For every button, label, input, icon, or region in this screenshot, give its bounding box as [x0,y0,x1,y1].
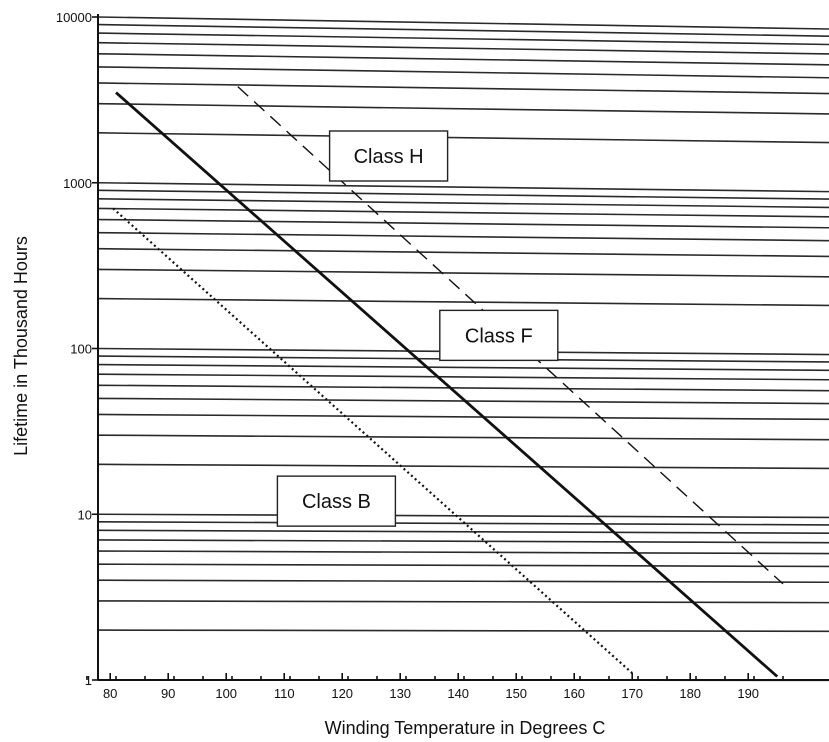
grid-line [97,132,829,144]
x-tick-label: 120 [331,686,353,701]
grid-line [97,434,829,441]
grid-line [97,82,829,95]
grid-line [97,384,829,392]
grid-line [97,373,829,381]
grid-line [97,16,829,30]
x-tick-label: 150 [505,686,527,701]
x-tick-label: 90 [161,686,175,701]
series-group [112,86,784,678]
grid-line [97,363,829,372]
series-labels: Class H Class F Class B [276,130,559,527]
y-axis-title: Lifetime in Thousand Hours [11,236,31,456]
x-tick-label: 160 [563,686,585,701]
series-label-box [276,475,397,527]
grid-line [97,529,829,535]
grid-line [97,41,829,55]
grid-line [97,66,829,79]
y-tick-label: 1 [85,673,92,688]
x-tick-label: 180 [679,686,701,701]
y-tick-label: 1000 [63,176,92,191]
x-tick-label: 110 [274,686,295,701]
y-tick-label: 10 [78,507,92,522]
grid-line [97,550,829,555]
x-axis-title: Winding Temperature in Degrees C [325,718,606,738]
series-line-class-b [112,207,633,674]
series-label-box [328,130,449,182]
grid-line [97,413,829,421]
y-tick-label: 100 [70,342,92,357]
grid-line [97,513,829,519]
grid-line [97,207,829,218]
grid-line [97,297,829,307]
series-label: Class B [302,491,371,513]
x-tick-label: 190 [737,686,759,701]
grid-line [97,32,829,46]
grid-line [97,218,829,229]
series-label-box [439,309,559,362]
grid-line [97,539,829,544]
series-line-class-f [115,91,779,678]
grid-line [97,231,829,242]
grid-line [97,52,829,66]
grid-line [97,563,829,568]
x-tick-label: 100 [215,686,237,701]
x-tick-label: 130 [389,686,411,701]
series-label: Class H [354,146,424,168]
grid-line [97,198,829,209]
x-tick-label: 140 [447,686,469,701]
grid-line [97,463,829,470]
grid-line [97,189,829,200]
series-line-class-h [237,86,784,585]
x-tick-label: 80 [103,686,117,701]
ticks: 80 90 100 110 120 130 140 150 160 170 180 190110100… [56,10,784,701]
grid-line [97,247,829,258]
grid-line [97,181,829,193]
grid-line [97,23,829,37]
grid-line [97,629,829,633]
y-tick-label: 10000 [56,10,92,25]
series-label: Class F [465,325,533,347]
grid-line [97,102,829,115]
grid-line [97,268,829,278]
x-tick-label: 170 [621,686,643,701]
grid-line [97,600,829,604]
grid-line [97,579,829,584]
